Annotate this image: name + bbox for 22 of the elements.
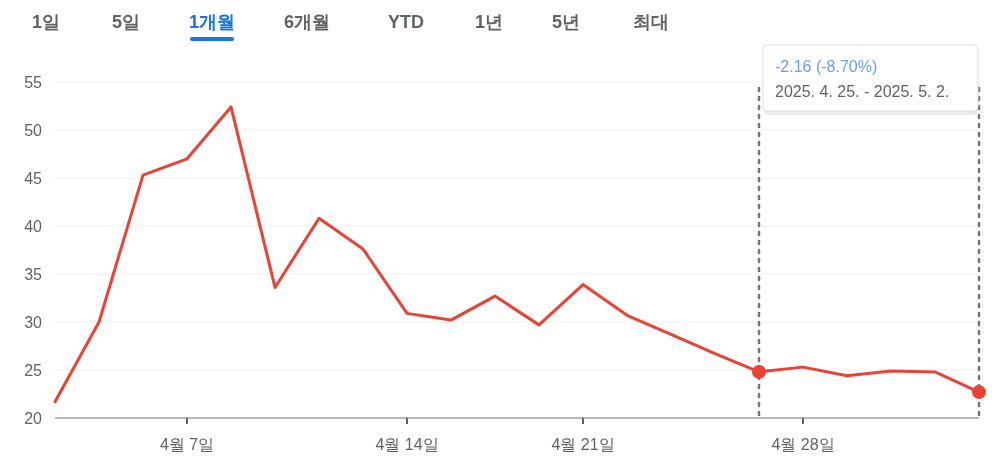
annotation: 2025. 4. 25. - 2025. 5. 2. xyxy=(775,83,950,100)
text: 1개월 xyxy=(188,12,236,32)
y-tick-label: 55 xyxy=(24,74,43,91)
x-tick-label: 4월 21일 xyxy=(551,436,615,453)
y-tick-label: 35 xyxy=(24,266,43,283)
text: 1년 xyxy=(474,12,504,32)
text: 1일 xyxy=(31,12,61,32)
text: 최대 xyxy=(633,12,669,32)
text: YTD xyxy=(388,12,424,32)
text: 5년 xyxy=(551,12,581,32)
y-tick-label: 50 xyxy=(24,122,43,139)
y-tick-label: 25 xyxy=(24,362,43,379)
y-tick-label: 30 xyxy=(24,314,43,331)
y-tick-label: 20 xyxy=(24,410,43,427)
x-tick-label: 4월 28일 xyxy=(771,436,835,453)
x-tick-label: 4월 14일 xyxy=(375,436,439,453)
text: 5일 xyxy=(111,12,141,32)
text: -2.16 (-8.70%) xyxy=(775,58,878,75)
text: 6개월 xyxy=(283,12,331,32)
y-tick-label: 40 xyxy=(24,218,43,235)
y-tick-label: 45 xyxy=(24,170,43,187)
x-tick-label: 4월 7일 xyxy=(159,436,215,453)
